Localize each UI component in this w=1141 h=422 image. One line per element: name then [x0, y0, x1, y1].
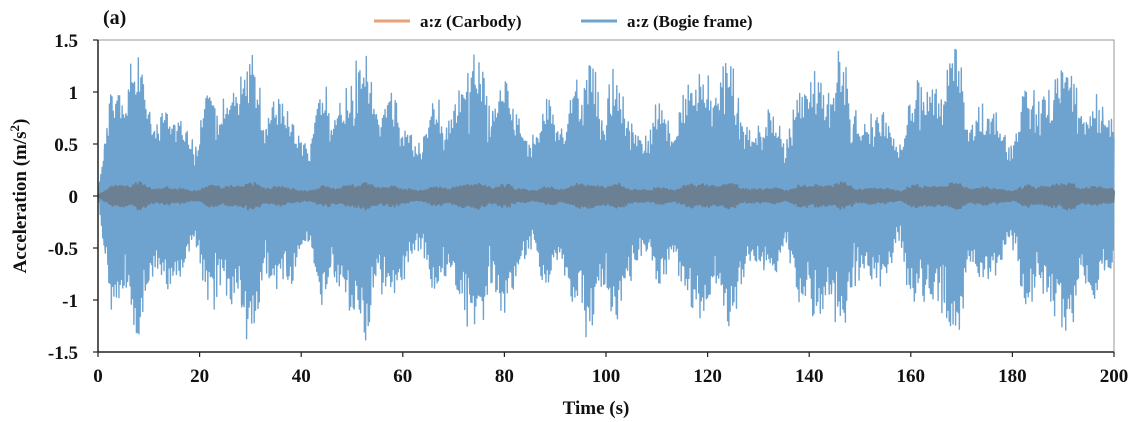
panel-label: (a)	[103, 7, 126, 29]
x-tick-label: 180	[998, 366, 1027, 387]
x-tick-label: 160	[897, 366, 926, 387]
legend: a:z (Carbody) a:z (Bogie frame)	[374, 12, 753, 31]
y-tick-label: 1.5	[54, 31, 78, 52]
x-tick-label: 80	[495, 366, 514, 387]
y-axis-title-main: Acceleration (m/s	[10, 131, 31, 273]
y-tick-label: 0.5	[54, 135, 78, 156]
x-axis-title: Time (s)	[563, 398, 630, 419]
y-axis-title-close: )	[10, 119, 31, 125]
series-line-carbody	[97, 181, 1116, 211]
x-tick-label: 100	[592, 366, 621, 387]
y-axis-title-superscript: 2	[7, 125, 22, 132]
y-tick-label: 1	[69, 83, 79, 104]
y-axis-title: Acceleration (m/s2)	[7, 119, 31, 274]
legend-label-bogie-frame: a:z (Bogie frame)	[627, 12, 753, 31]
y-tick-label: -0.5	[48, 239, 78, 260]
x-tick-label: 20	[190, 366, 209, 387]
y-tick-label: -1.5	[48, 343, 78, 364]
y-tick-label: -1	[62, 291, 78, 312]
x-tick-label: 40	[292, 366, 311, 387]
x-tick-label: 140	[795, 366, 824, 387]
ticks-layer: 0 20 40 60 80 100 120 140 160 180 200 1.5 1 0.5 0 -0.5 -…	[48, 31, 1128, 387]
y-tick-label: 0	[69, 187, 79, 208]
series-layer	[97, 48, 1116, 341]
x-tick-label: 60	[393, 366, 412, 387]
plot-area	[97, 39, 1116, 353]
x-tick-label: 200	[1100, 366, 1129, 387]
x-tick-label: 120	[693, 366, 722, 387]
legend-label-carbody: a:z (Carbody)	[420, 12, 522, 31]
x-tick-label: 0	[93, 366, 103, 387]
